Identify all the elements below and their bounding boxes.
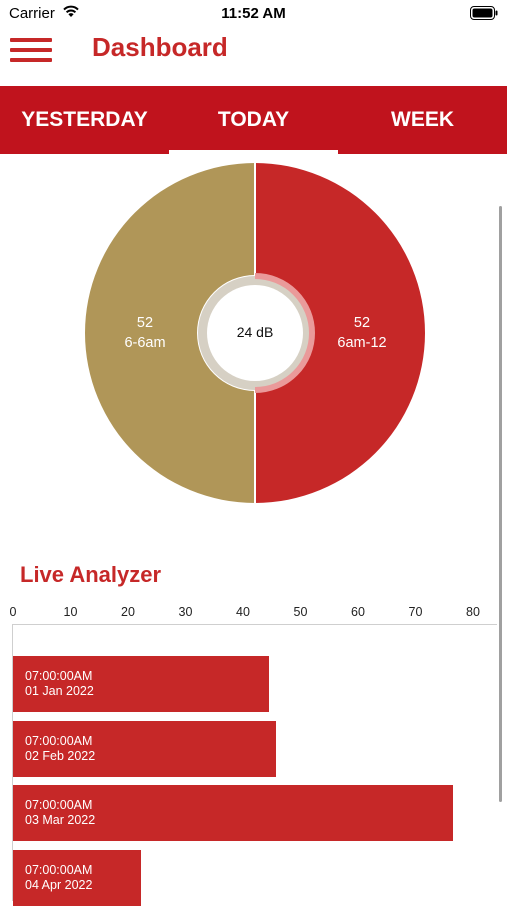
day-slice-value: 52 [354, 315, 370, 331]
bar-time-label: 07:00:00AM [25, 798, 93, 812]
chart-plot-area [12, 624, 497, 901]
bar-date-label: 04 Apr 2022 [25, 877, 93, 892]
x-axis-tick: 10 [63, 605, 78, 619]
bar-date-label: 03 Mar 2022 [25, 813, 96, 827]
x-axis-tick: 30 [178, 605, 193, 619]
x-axis-tick: 60 [351, 605, 365, 619]
x-axis-tick: 70 [408, 605, 423, 619]
donut-slice-night [85, 163, 255, 503]
period-tabs: YESTERDAY TODAY WEEK [0, 86, 507, 154]
tab-today[interactable]: TODAY [169, 86, 338, 154]
status-bar: Carrier 11:52 AM [0, 0, 507, 30]
page-title: Dashboard [92, 32, 228, 62]
chart-bar[interactable]: 07:00:00AM 04 Apr 2022 [13, 849, 141, 906]
live-analyzer-title: Live Analyzer [20, 562, 162, 587]
donut-center [207, 285, 303, 381]
wifi-icon [63, 5, 79, 17]
chart-bar[interactable]: 07:00:00AM 02 Feb 2022 [13, 720, 276, 777]
noise-donut-chart: 24 dB 52 6am-12 52 6-6am [85, 163, 425, 503]
carrier-label: Carrier [9, 5, 55, 22]
donut-center-label: 24 dB [237, 324, 274, 340]
x-axis-tick: 80 [466, 605, 480, 619]
day-slice-label: 6am-12 [337, 335, 386, 351]
bar-time-label: 07:00:00AM [25, 669, 93, 683]
x-axis: 0 10 20 30 40 50 60 70 80 [0, 605, 507, 623]
x-axis-tick: 40 [236, 605, 250, 619]
night-slice-value: 52 [137, 315, 153, 331]
vertical-scrollbar[interactable] [499, 206, 502, 802]
hamburger-menu-icon[interactable] [10, 38, 52, 64]
bar-time-label: 07:00:00AM [25, 733, 93, 748]
tab-week[interactable]: WEEK [391, 108, 454, 131]
chart-bar[interactable]: 07:00:00AM 01 Jan 2022 [13, 656, 269, 712]
nav-bar: Dashboard [0, 30, 507, 86]
clock: 11:52 AM [221, 5, 286, 22]
bar-date-label: 01 Jan 2022 [25, 684, 94, 698]
donut-slice-day [255, 163, 425, 503]
x-axis-tick: 0 [9, 605, 17, 619]
chart-bar[interactable]: 07:00:00AM 03 Mar 2022 [13, 785, 453, 841]
battery-icon [470, 6, 498, 20]
tab-yesterday[interactable]: YESTERDAY [21, 108, 148, 131]
x-axis-tick: 20 [121, 605, 135, 619]
x-axis-tick: 50 [293, 605, 308, 619]
night-slice-label: 6-6am [124, 335, 165, 351]
bar-date-label: 02 Feb 2022 [25, 748, 96, 763]
bar-time-label: 07:00:00AM [25, 862, 93, 877]
